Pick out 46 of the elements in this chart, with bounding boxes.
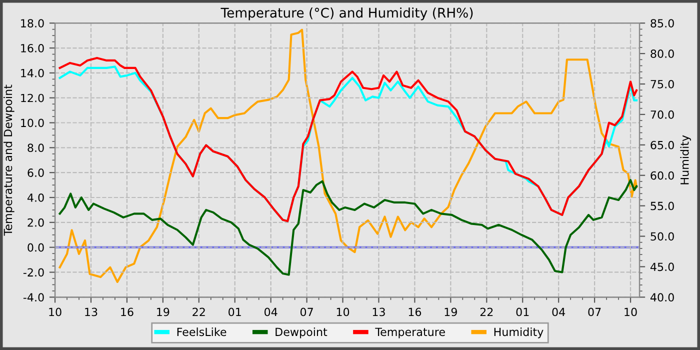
- y2-tick-label: 45.0: [650, 262, 674, 272]
- x-tick-label: 13: [372, 308, 385, 316]
- y2-tick-label: 60.0: [650, 171, 674, 180]
- x-tick-label: 01: [516, 308, 529, 316]
- y-axis-title: Temperature and Dewpoint: [4, 84, 14, 236]
- y2-tick-label: 70.0: [650, 110, 674, 119]
- legend-label: FeelsLike: [177, 327, 226, 336]
- x-tick-label: 16: [121, 308, 134, 316]
- y-tick-label: 4.0: [27, 193, 44, 202]
- y-tick-label: 8.0: [28, 144, 44, 152]
- y-tick-label: 18.0: [21, 19, 44, 28]
- x-tick-label: 19: [444, 308, 457, 316]
- y-tick-label: -2.0: [23, 268, 44, 277]
- x-tick-label: 04: [264, 308, 278, 316]
- x-tick-label: 07: [588, 308, 601, 316]
- x-tick-label: 22: [480, 308, 493, 316]
- y2-tick-label: 65.0: [650, 140, 674, 150]
- y-tick-label: 10.0: [21, 118, 44, 128]
- x-tick-label: 10: [49, 308, 62, 316]
- y2-tick-label: 80.0: [650, 50, 674, 58]
- legend-label: Dewpoint: [276, 327, 328, 338]
- y2-tick-label: 55.0: [650, 202, 674, 210]
- x-tick-label: 10: [336, 308, 350, 316]
- legend-label: Humidity: [494, 327, 544, 338]
- x-tick-label: 13: [85, 308, 98, 316]
- y-tick-label: 6.0: [28, 168, 44, 177]
- y-tick-label: 2.0: [28, 218, 44, 227]
- y-tick-label: 0.0: [28, 243, 44, 252]
- y-tick-label: -4.0: [23, 293, 44, 302]
- x-tick-label: 04: [552, 308, 566, 316]
- x-tick-label: 19: [157, 308, 170, 316]
- y2-tick-label: 40.0: [650, 293, 674, 302]
- y-tick-label: 14.0: [21, 68, 44, 78]
- y2-tick-label: 85.0: [650, 19, 674, 28]
- x-tick-label: 16: [408, 308, 422, 316]
- y-tick-label: 16.0: [21, 44, 44, 52]
- chart-title: Temperature (°C) and Humidity (RH%): [220, 8, 473, 20]
- y2-tick-label: 50.0: [650, 232, 674, 241]
- y2-tick-label: 75.0: [650, 80, 674, 88]
- y-tick-label: 12.0: [21, 94, 44, 102]
- x-tick-label: 01: [228, 308, 241, 316]
- x-tick-label: 07: [300, 308, 313, 316]
- legend-label: Temperature: [375, 328, 445, 338]
- x-tick-label: 22: [192, 308, 205, 316]
- y2-axis-title: Humidity: [680, 135, 691, 184]
- x-tick-label: 10: [624, 308, 637, 316]
